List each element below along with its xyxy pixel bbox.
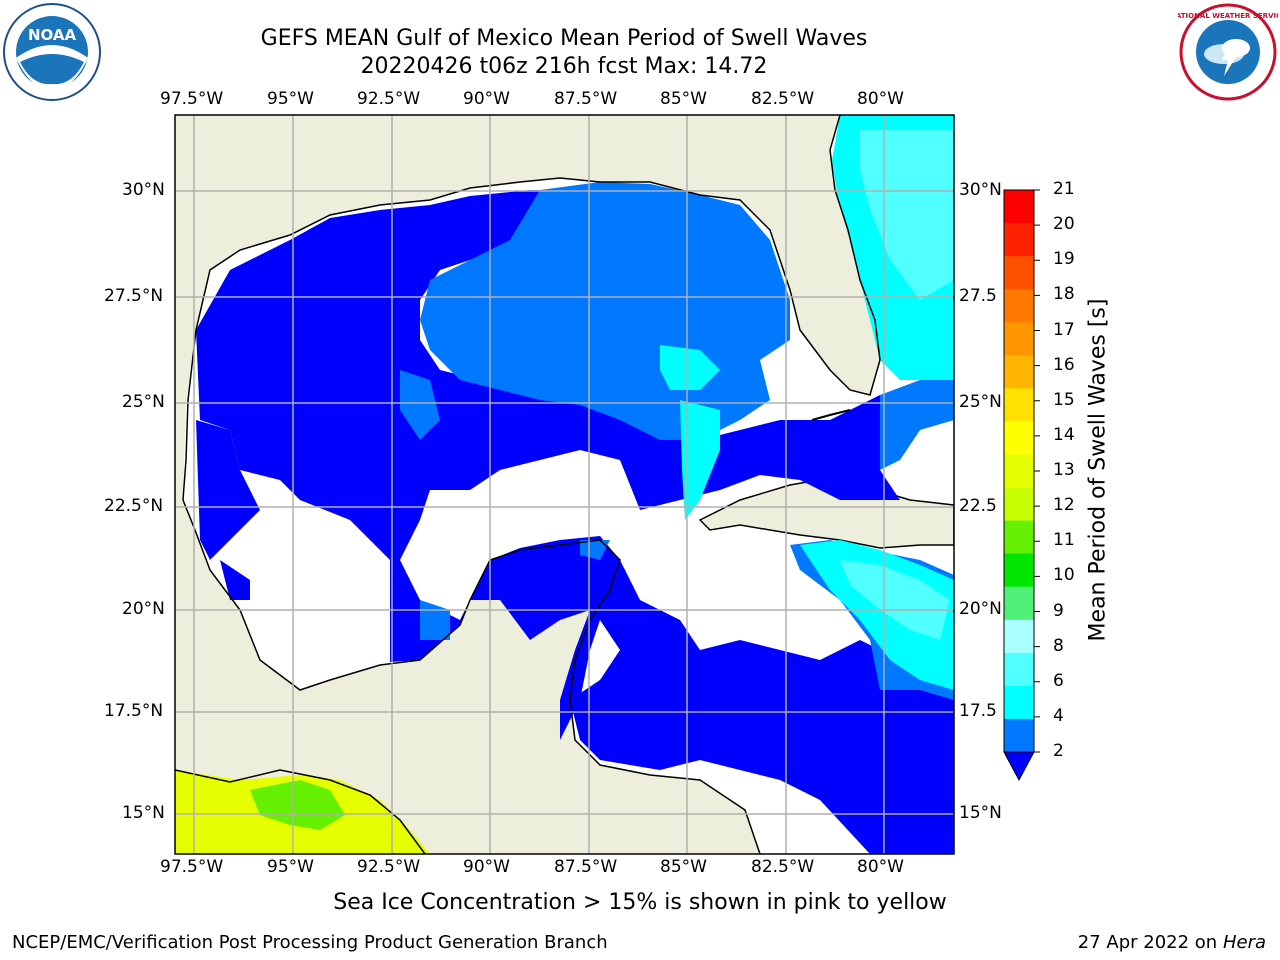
sea-ice-caption: Sea Ice Concentration > 15% is shown in … — [333, 890, 947, 915]
lat-label-left: 30°N — [122, 180, 165, 200]
lat-label-left: 15°N — [122, 803, 165, 823]
colorbar-tick-label: 11 — [1053, 530, 1075, 551]
lon-label-top: 82.5°W — [751, 89, 815, 109]
colorbar-tick-label: 4 — [1053, 705, 1064, 726]
colorbar-tick-label: 10 — [1053, 565, 1075, 586]
colorbar — [1003, 189, 1040, 782]
colorbar-tick-label: 9 — [1053, 600, 1064, 621]
colorbar-tick-label: 19 — [1053, 249, 1075, 270]
graticule — [175, 115, 954, 854]
lon-label-bottom: 82.5°W — [751, 857, 815, 877]
colorbar-swatch — [1004, 289, 1034, 323]
colorbar-tick-label: 16 — [1053, 354, 1075, 375]
colorbar-swatch — [1004, 256, 1034, 290]
colorbar-swatch — [1004, 520, 1034, 555]
lat-label-left: 17.5°N — [104, 701, 164, 721]
colorbar-tick-label: 20 — [1053, 214, 1075, 235]
lat-label-right: 25°N — [959, 392, 1002, 412]
lat-label-left: 27.5°N — [104, 286, 164, 306]
colorbar-swatch — [1004, 718, 1034, 753]
colorbar-swatch — [1004, 190, 1034, 224]
colorbar-title: Mean Period of Swell Waves [s] — [1085, 298, 1111, 642]
nws-logo: NATIONAL WEATHER SERVICE — [1178, 3, 1278, 101]
colorbar-swatch — [1004, 553, 1034, 588]
colorbar-swatch — [1004, 586, 1034, 621]
chart-title: GEFS MEAN Gulf of Mexico Mean Period of … — [260, 26, 868, 51]
colorbar-swatch — [1004, 355, 1034, 389]
lat-label-left: 25°N — [122, 392, 165, 412]
lon-label-bottom: 80°W — [857, 857, 904, 877]
footer-credit: NCEP/EMC/Verification Post Processing Pr… — [12, 932, 608, 953]
colorbar-tick-label: 15 — [1053, 389, 1075, 410]
nws-logo-text: NATIONAL WEATHER SERVICE — [1178, 12, 1278, 20]
colorbar-swatch — [1004, 487, 1034, 522]
lat-label-right: 30°N — [959, 180, 1002, 200]
central-america-coast — [175, 769, 426, 854]
colorbar-swatch — [1004, 223, 1034, 257]
lat-label-right: 27.5 — [959, 286, 997, 306]
colorbar-swatch — [1004, 619, 1034, 654]
lon-label-bottom: 85°W — [660, 857, 707, 877]
lon-label-top: 95°W — [267, 89, 314, 109]
colorbar-under-triangle — [1003, 751, 1035, 782]
lon-label-top: 87.5°W — [554, 89, 618, 109]
colorbar-tick-label: 8 — [1053, 635, 1064, 656]
lon-label-bottom: 95°W — [267, 857, 314, 877]
lon-label-top: 92.5°W — [357, 89, 421, 109]
lat-label-right: 17.5 — [959, 701, 997, 721]
lon-label-bottom: 90°W — [463, 857, 510, 877]
us-gulf-coast — [182, 115, 881, 501]
footer-date-text: 27 Apr 2022 on — [1077, 932, 1223, 953]
colorbar-swatch — [1004, 454, 1034, 489]
colorbar-tick-label: 18 — [1053, 284, 1075, 305]
lat-label-left: 20°N — [122, 599, 165, 619]
colorbar-tick-label: 21 — [1053, 179, 1075, 199]
florida-keys — [811, 409, 851, 421]
noaa-logo-text: NOAA — [28, 26, 77, 44]
lon-label-bottom: 87.5°W — [554, 857, 618, 877]
colorbar-tick-label: 13 — [1053, 460, 1075, 480]
map-frame — [174, 114, 955, 855]
lon-label-top: 97.5°W — [160, 89, 224, 109]
colorbar-swatch — [1004, 685, 1034, 720]
colorbar-tick-label: 12 — [1053, 495, 1075, 516]
pacific-green — [250, 780, 345, 830]
swell-band-under-2 — [196, 190, 954, 854]
lon-label-top: 90°W — [463, 89, 510, 109]
mexico-coast — [182, 499, 761, 854]
colorbar-tick-label: 6 — [1053, 670, 1064, 691]
colorbar-tick-label: 17 — [1053, 319, 1075, 340]
colorbar-swatch — [1004, 421, 1034, 455]
colorbar-swatch — [1004, 322, 1034, 356]
chart-subtitle: 20220426 t06z 216h fcst Max: 14.72 — [360, 54, 768, 79]
footer-host: Hera — [1222, 932, 1266, 953]
lon-label-bottom: 97.5°W — [160, 857, 224, 877]
footer-date: 27 Apr 2022 on Hera — [1078, 932, 1266, 953]
lon-label-top: 85°W — [660, 89, 707, 109]
lat-label-right: 22.5 — [959, 496, 997, 516]
colorbar-swatch — [1004, 388, 1034, 422]
lat-label-left: 22.5°N — [104, 496, 164, 516]
lat-label-right: 20°N — [959, 599, 1002, 619]
colorbar-tick-label: 2 — [1053, 741, 1064, 761]
lon-label-top: 80°W — [857, 89, 904, 109]
colorbar-swatch — [1004, 652, 1034, 687]
lon-label-bottom: 92.5°W — [357, 857, 421, 877]
colorbar-tick-label: 14 — [1053, 424, 1075, 445]
noaa-logo: NOAA — [3, 3, 101, 101]
lat-label-right: 15°N — [959, 803, 1002, 823]
